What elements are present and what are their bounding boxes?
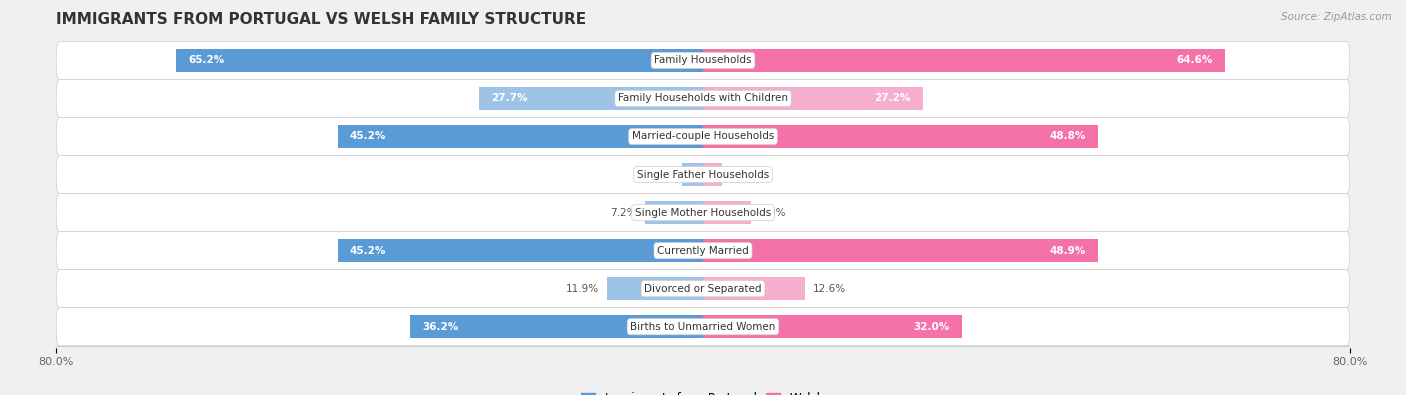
- Text: 2.6%: 2.6%: [647, 169, 673, 180]
- Text: 27.7%: 27.7%: [491, 94, 527, 103]
- Text: 27.2%: 27.2%: [875, 94, 911, 103]
- Text: 12.6%: 12.6%: [813, 284, 846, 293]
- FancyBboxPatch shape: [56, 156, 1350, 194]
- Text: 48.9%: 48.9%: [1050, 246, 1087, 256]
- Text: Family Households: Family Households: [654, 55, 752, 66]
- Text: Family Households with Children: Family Households with Children: [619, 94, 787, 103]
- Bar: [607, 277, 703, 301]
- Text: Divorced or Separated: Divorced or Separated: [644, 284, 762, 293]
- Bar: [479, 87, 703, 110]
- Text: Births to Unmarried Women: Births to Unmarried Women: [630, 322, 776, 332]
- Text: Currently Married: Currently Married: [657, 246, 749, 256]
- Text: 2.3%: 2.3%: [730, 169, 756, 180]
- Bar: [703, 49, 1225, 72]
- Bar: [703, 277, 804, 301]
- Legend: Immigrants from Portugal, Welsh: Immigrants from Portugal, Welsh: [576, 387, 830, 395]
- Bar: [411, 315, 703, 339]
- Bar: [703, 87, 922, 110]
- Bar: [176, 49, 703, 72]
- FancyBboxPatch shape: [56, 194, 1350, 231]
- Text: Married-couple Households: Married-couple Households: [631, 132, 775, 141]
- Text: 36.2%: 36.2%: [422, 322, 458, 332]
- Text: 32.0%: 32.0%: [914, 322, 949, 332]
- Text: 11.9%: 11.9%: [565, 284, 599, 293]
- FancyBboxPatch shape: [56, 308, 1350, 346]
- FancyBboxPatch shape: [56, 117, 1350, 156]
- Bar: [703, 315, 962, 339]
- Bar: [703, 201, 751, 224]
- Text: 45.2%: 45.2%: [350, 246, 387, 256]
- Bar: [645, 201, 703, 224]
- Text: 64.6%: 64.6%: [1177, 55, 1213, 66]
- Text: Single Mother Households: Single Mother Households: [636, 207, 770, 218]
- Text: 65.2%: 65.2%: [188, 55, 225, 66]
- Text: 48.8%: 48.8%: [1049, 132, 1085, 141]
- Bar: [337, 125, 703, 148]
- Bar: [337, 239, 703, 262]
- FancyBboxPatch shape: [56, 270, 1350, 308]
- FancyBboxPatch shape: [56, 79, 1350, 117]
- Bar: [682, 163, 703, 186]
- Bar: [703, 239, 1098, 262]
- Text: Single Father Households: Single Father Households: [637, 169, 769, 180]
- Text: Source: ZipAtlas.com: Source: ZipAtlas.com: [1281, 12, 1392, 22]
- Bar: [703, 163, 721, 186]
- Text: 45.2%: 45.2%: [350, 132, 387, 141]
- Text: IMMIGRANTS FROM PORTUGAL VS WELSH FAMILY STRUCTURE: IMMIGRANTS FROM PORTUGAL VS WELSH FAMILY…: [56, 12, 586, 27]
- FancyBboxPatch shape: [56, 41, 1350, 79]
- Text: 5.9%: 5.9%: [759, 207, 786, 218]
- FancyBboxPatch shape: [56, 231, 1350, 270]
- Bar: [703, 125, 1098, 148]
- Text: 7.2%: 7.2%: [610, 207, 637, 218]
